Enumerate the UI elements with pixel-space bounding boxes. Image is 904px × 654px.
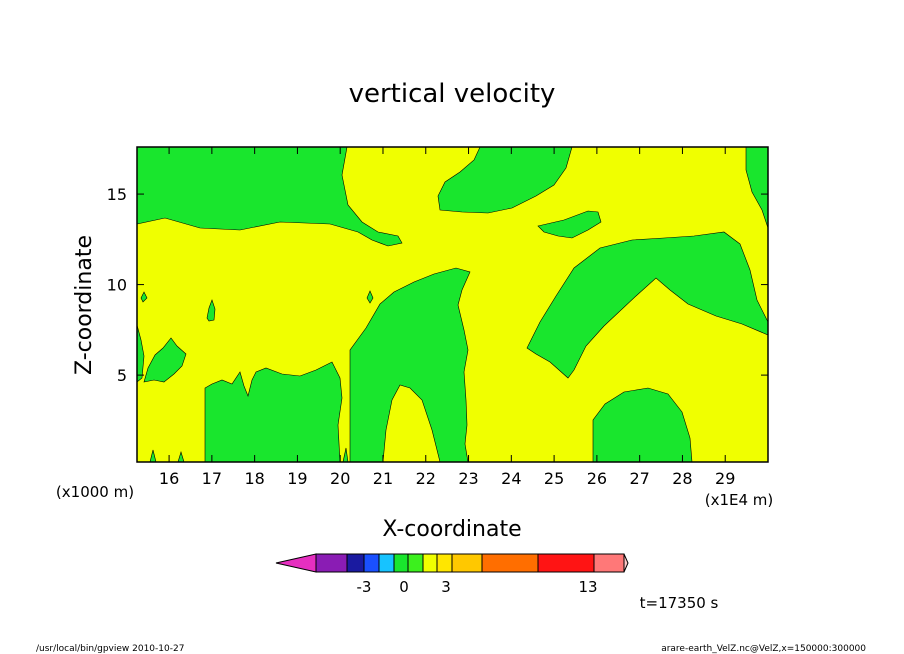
colorbar-segment	[593, 553, 625, 573]
colorbar-arrow-high	[623, 553, 629, 573]
plot-area	[136, 146, 769, 463]
contour-region-bottom-right-blob	[592, 387, 693, 463]
contour-region-tiny-blob-c	[366, 290, 374, 304]
contour-region-top-left-band	[136, 146, 403, 247]
colorbar-tick-label: 0	[399, 578, 409, 596]
colorbar-segment	[451, 553, 483, 573]
colorbar-tick-label: 13	[578, 578, 597, 596]
colorbar-arrow-low	[275, 553, 317, 573]
contour-region-small-patch	[537, 210, 602, 239]
colorbar-segment	[407, 553, 424, 573]
contour-regions	[136, 146, 769, 463]
colorbar-segment	[315, 553, 348, 573]
colorbar-tick-label: 3	[441, 578, 451, 596]
x-tick-label: 23	[458, 469, 478, 488]
contour-region-lower-left-block	[204, 361, 343, 463]
x-tick-label: 19	[287, 469, 307, 488]
colorbar-segment	[436, 553, 453, 573]
x-tick-label: 20	[330, 469, 350, 488]
y-axis-label: Z-coordinate	[72, 235, 97, 375]
x-axis-label: X-coordinate	[382, 517, 521, 542]
colorbar-tick-label: -3	[357, 578, 372, 596]
x-tick-label: 21	[373, 469, 393, 488]
x-tick-label: 18	[244, 469, 264, 488]
colorbar-segment	[537, 553, 595, 573]
x-tick-label: 22	[416, 469, 436, 488]
contour-region-tiny-blob-b	[140, 291, 148, 303]
x-tick-label: 27	[629, 469, 649, 488]
time-label: t=17350 s	[640, 594, 719, 612]
colorbar-segment	[363, 553, 380, 573]
chart-title: vertical velocity	[349, 79, 556, 109]
contour-region-left-small-blob	[143, 337, 187, 383]
x-tick-label: 29	[715, 469, 735, 488]
colorbar-segment	[481, 553, 539, 573]
x-tick-label: 17	[202, 469, 222, 488]
x-tick-label: 16	[159, 469, 179, 488]
y-axis: 5 10 15	[107, 185, 768, 385]
colorbar-segment	[393, 553, 409, 573]
footer-right: arare-earth_VelZ.nc@VelZ,x=150000:300000	[661, 644, 866, 654]
x-axis: 16 17 18 19 20 21 22 23 24 25 26 27 28 29	[159, 147, 735, 488]
colorbar: -3 0 3 13	[275, 553, 629, 596]
contour-region-tiny-blob-a	[206, 299, 216, 322]
y-tick-label: 5	[117, 366, 127, 385]
contour-region-top-right-band	[437, 146, 573, 214]
contour-region-mid-diagonal	[349, 267, 471, 463]
z-unit-label: (x1000 m)	[56, 483, 134, 501]
x-tick-label: 24	[501, 469, 521, 488]
y-tick-label: 15	[107, 185, 127, 204]
x-tick-label: 26	[587, 469, 607, 488]
plot-frame	[136, 146, 769, 463]
x-unit-label: (x1E4 m)	[705, 491, 774, 509]
y-tick-label: 10	[107, 276, 127, 295]
footer-left: /usr/local/bin/gpview 2010-10-27	[36, 644, 184, 654]
x-tick-label: 25	[544, 469, 564, 488]
colorbar-segment	[422, 553, 438, 573]
colorbar-segment	[346, 553, 365, 573]
colorbar-segment	[378, 553, 395, 573]
x-tick-label: 28	[672, 469, 692, 488]
